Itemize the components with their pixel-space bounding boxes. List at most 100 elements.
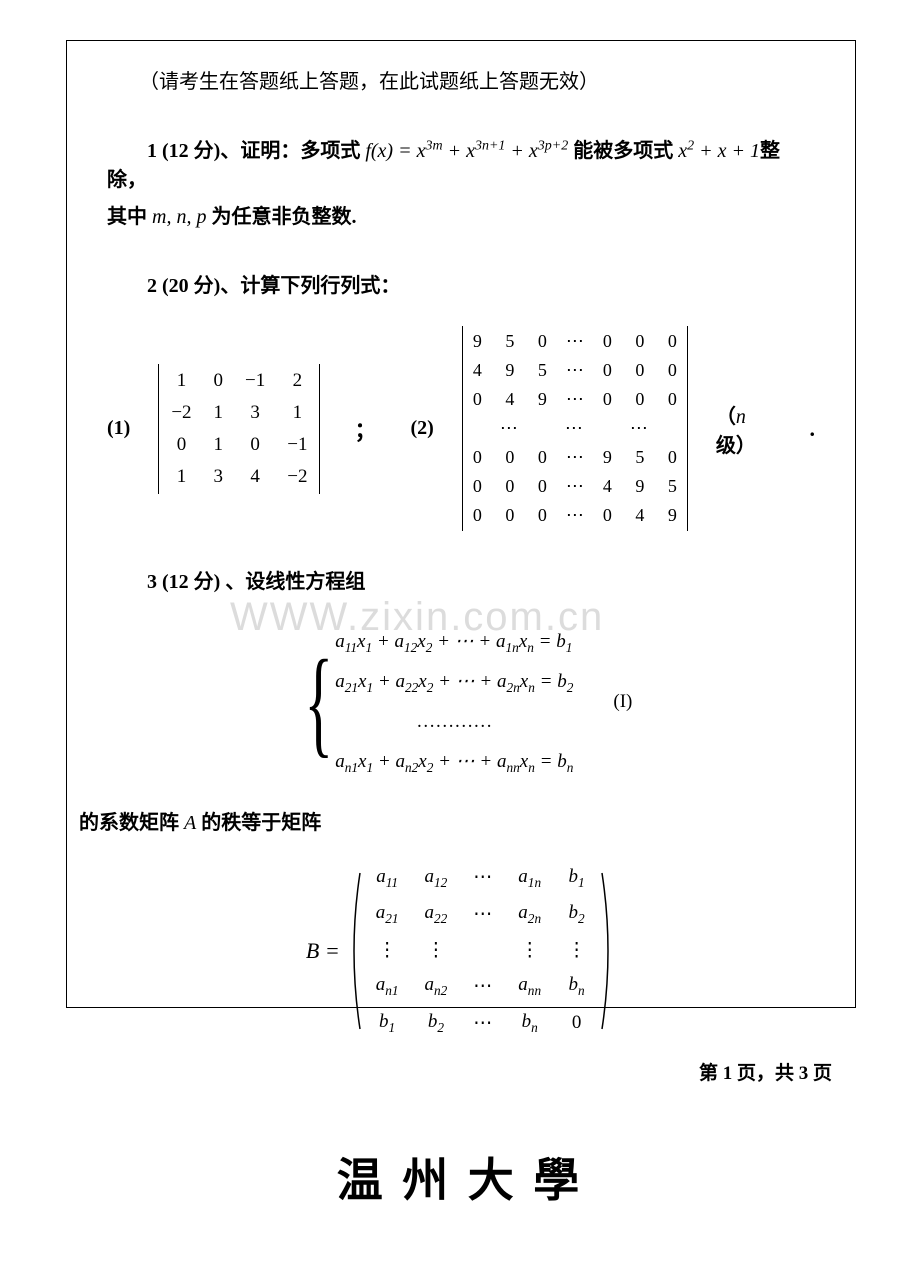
- det-cell: ⋯: [557, 502, 593, 529]
- det-cell: 4: [465, 357, 490, 384]
- page-frame: （请考生在答题纸上答题，在此试题纸上答题无效） 1 (12 分)、证明：多项式 …: [66, 40, 856, 1008]
- table-row: a11a12⋯a1nb1: [364, 861, 598, 896]
- matrix-cell: ⋮: [555, 934, 598, 967]
- det2-label: (2): [411, 417, 434, 440]
- system-label: (I): [613, 691, 632, 713]
- det-cell: 0: [595, 386, 620, 413]
- matrix-rank-text: 的系数矩阵 A 的秩等于矩阵: [79, 806, 815, 835]
- table-row: 950⋯000: [465, 328, 685, 355]
- det-cell: ⋯: [492, 415, 528, 442]
- det-cell: 9: [660, 502, 685, 529]
- det-cell: 0: [492, 444, 528, 471]
- table-row: 000⋯950: [465, 444, 685, 471]
- det-cell: 0: [622, 357, 658, 384]
- left-brace: {: [304, 651, 333, 753]
- det-cell: ⋯: [557, 386, 593, 413]
- table-row: 10−12: [161, 366, 317, 396]
- det-cell: 0: [595, 357, 620, 384]
- matrix-cell: b2: [555, 897, 598, 932]
- table-row: a21a22⋯a2nb2: [364, 897, 598, 932]
- matrix-cell: bn: [555, 969, 598, 1004]
- q1-gtail: + x + 1: [694, 140, 760, 162]
- det-cell: 0: [660, 357, 685, 384]
- det-cell: 1: [161, 462, 201, 492]
- det-cell: 0: [660, 386, 685, 413]
- det-cell: 4: [622, 502, 658, 529]
- det-cell: 0: [530, 473, 555, 500]
- matrix-cell: a11: [364, 861, 411, 896]
- det-cell: 4: [595, 473, 620, 500]
- table-row: ⋯⋯⋯: [465, 415, 685, 442]
- det-cell: 5: [492, 328, 528, 355]
- det-cell: −2: [277, 462, 317, 492]
- det-cell: 0: [622, 386, 658, 413]
- matrix-cell: ⋯: [461, 897, 504, 932]
- det-cell: [660, 415, 685, 442]
- det-cell: 0: [465, 473, 490, 500]
- det-cell: 0: [492, 502, 528, 529]
- table-row: b1b2⋯bn0: [364, 1006, 598, 1041]
- det1-container: 10−12−2131010−1134−2: [158, 364, 320, 494]
- matrix-cell: a1n: [506, 861, 553, 896]
- system-container: { a11x1 + a12x2 + ⋯ + a1nxn = b1 a21x1 +…: [107, 622, 815, 782]
- det-cell: 1: [204, 398, 234, 428]
- det-cell: 0: [530, 328, 555, 355]
- det-cell: [465, 415, 490, 442]
- det-cell: 1: [204, 430, 234, 460]
- page-number: 第 1 页，共 3 页: [699, 1058, 832, 1085]
- det-cell: 0: [161, 430, 201, 460]
- matrix-B: a11a12⋯a1nb1a21a22⋯a2nb2⋮⋮⋮⋮an1an2⋯annbn…: [362, 859, 600, 1043]
- matrix-cell: ⋮: [506, 934, 553, 967]
- det-cell: 9: [465, 328, 490, 355]
- system-equations: a11x1 + a12x2 + ⋯ + a1nxn = b1 a21x1 + a…: [335, 622, 573, 782]
- q1-exp3: 3p+2: [538, 138, 568, 153]
- matrix-cell: b2: [413, 1006, 460, 1041]
- left-paren: [346, 871, 362, 1031]
- matrix-cell: b1: [555, 861, 598, 896]
- det-cell: −2: [161, 398, 201, 428]
- q1-exp2: 3n+1: [475, 138, 505, 153]
- matrix-cell: ⋯: [461, 1006, 504, 1041]
- det-cell: ⋯: [557, 328, 593, 355]
- matrix-cell: ⋮: [364, 934, 411, 967]
- det-cell: 5: [660, 473, 685, 500]
- determinants-row: (1) 10−12−2131010−1134−2 ； (2) 950⋯00049…: [107, 326, 815, 531]
- n-open: （: [716, 406, 736, 428]
- q1-vars: m, n, p: [152, 206, 206, 228]
- q1-plus2: + x: [505, 140, 537, 162]
- det-cell: 0: [465, 386, 490, 413]
- det-cell: 1: [277, 398, 317, 428]
- det-cell: [530, 415, 555, 442]
- det-cell: 3: [235, 398, 275, 428]
- det-cell: 2: [277, 366, 317, 396]
- matrix-cell: b1: [364, 1006, 411, 1041]
- det-cell: ⋯: [557, 444, 593, 471]
- mt-pre: 的系数矩阵: [79, 812, 184, 834]
- q1-sub-prefix: 其中: [107, 206, 152, 228]
- problem-1: 1 (12 分)、证明：多项式 f(x) = x3m + x3n+1 + x3p…: [107, 134, 815, 192]
- det-cell: 5: [622, 444, 658, 471]
- table-row: −2131: [161, 398, 317, 428]
- det-cell: 9: [595, 444, 620, 471]
- problem-2: 2 (20 分)、计算下列行列式：: [107, 269, 815, 298]
- det-cell: ⋯: [557, 357, 593, 384]
- det-cell: [595, 415, 620, 442]
- table-row: 000⋯495: [465, 473, 685, 500]
- table-row: 000⋯049: [465, 502, 685, 529]
- matrix-cell: an2: [413, 969, 460, 1004]
- table-row: 049⋯000: [465, 386, 685, 413]
- matrix-cell: a12: [413, 861, 460, 896]
- matrix-cell: a21: [364, 897, 411, 932]
- det1-label: (1): [107, 417, 130, 440]
- det-cell: 0: [530, 502, 555, 529]
- det-cell: 0: [530, 444, 555, 471]
- matrix-cell: ann: [506, 969, 553, 1004]
- matrix-cell: a2n: [506, 897, 553, 932]
- eq1: a11x1 + a12x2 + ⋯ + a1nxn = b1: [335, 622, 573, 662]
- det-cell: 0: [465, 502, 490, 529]
- det1-bar-right: [319, 364, 320, 494]
- mt-post: 的秩等于矩阵: [196, 812, 321, 834]
- n-level-label: （n级）: [716, 400, 782, 458]
- q1-g: x: [678, 140, 687, 162]
- problem-1-sub: 其中 m, n, p 为任意非负整数.: [107, 200, 815, 229]
